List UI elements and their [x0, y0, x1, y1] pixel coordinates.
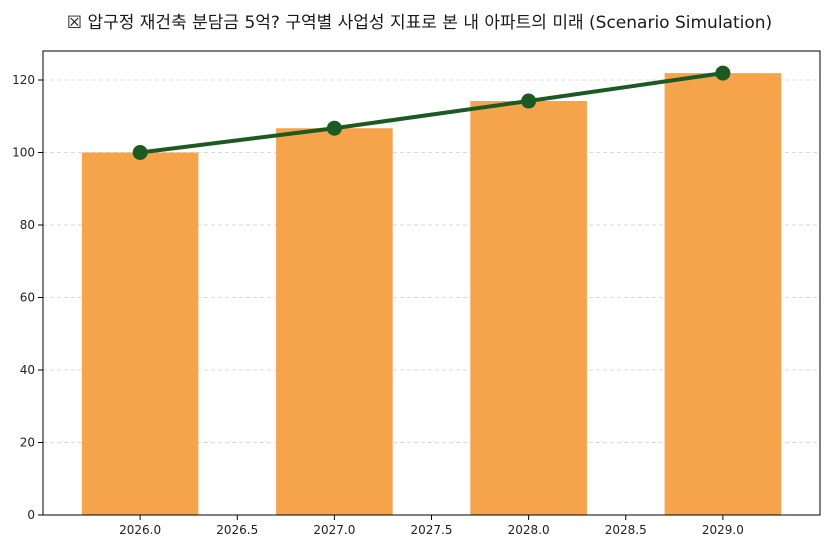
- y-axis-ticks: 0 20 40 60 80 100 120: [12, 73, 43, 522]
- y-tick-label: 20: [20, 436, 35, 450]
- y-tick-label: 40: [20, 363, 35, 377]
- bar: [81, 152, 199, 515]
- data-point: [326, 120, 342, 136]
- x-tick-label: 2028.0: [508, 523, 550, 537]
- x-tick-label: 2027.5: [411, 523, 453, 537]
- data-point: [715, 65, 731, 81]
- bar: [664, 73, 782, 516]
- x-tick-label: 2029.0: [702, 523, 744, 537]
- data-point: [132, 145, 148, 160]
- y-tick-label: 80: [20, 218, 35, 232]
- x-tick-label: 2028.5: [605, 523, 647, 537]
- bar-series: [81, 73, 782, 516]
- chart-title: ☒ 압구정 재건축 분담금 5억? 구역별 사업성 지표로 본 내 아파트의 미…: [66, 13, 773, 33]
- x-axis-ticks: 2026.0 2026.5 2027.0 2027.5 2028.0 2028.5 2029…: [119, 515, 744, 537]
- bar: [276, 128, 393, 515]
- y-tick-label: 100: [12, 146, 35, 160]
- x-tick-label: 2026.5: [216, 523, 258, 537]
- x-tick-label: 2027.0: [313, 523, 355, 537]
- y-tick-label: 0: [27, 508, 35, 522]
- x-tick-label: 2026.0: [119, 523, 161, 537]
- y-tick-label: 60: [20, 291, 35, 305]
- line-series: [132, 65, 731, 160]
- y-tick-label: 120: [12, 73, 35, 87]
- bar: [470, 101, 587, 516]
- data-point: [521, 93, 537, 109]
- series-line: [138, 71, 725, 155]
